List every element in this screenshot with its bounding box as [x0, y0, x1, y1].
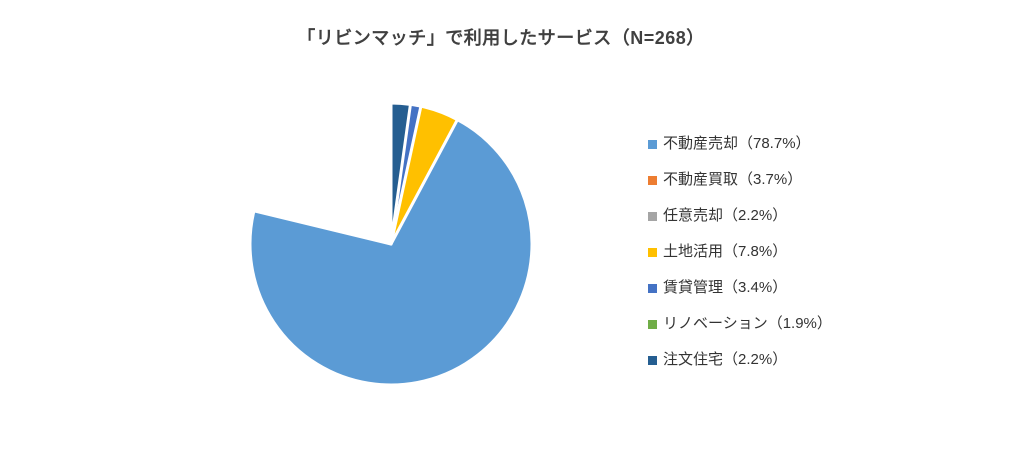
legend-item: 不動産買取（3.7%） — [648, 169, 832, 191]
legend-label: 任意売却（2.2%） — [663, 207, 788, 224]
legend-item: 不動産売却（78.7%） — [648, 133, 832, 155]
legend-label: 不動産売却（78.7%） — [663, 135, 811, 152]
legend-item: リノベーション（1.9%） — [648, 313, 832, 335]
legend-marker-icon — [648, 175, 657, 185]
legend-marker-icon — [648, 139, 657, 149]
legend-label: 賃貸管理（3.4%） — [663, 279, 788, 296]
chart-title: 「リビンマッチ」で利用したサービス（N=268） — [297, 28, 705, 48]
legend-marker-icon — [648, 319, 657, 329]
legend-label: リノベーション（1.9%） — [663, 315, 832, 332]
legend-label: 土地活用（7.8%） — [663, 243, 788, 260]
legend-label: 不動産買取（3.7%） — [663, 171, 803, 188]
legend: 不動産売却（78.7%） 不動産買取（3.7%） 任意売却（2.2%） 土地活用（7.… — [648, 133, 832, 385]
pie-chart-area — [240, 93, 542, 395]
legend-item: 任意売却（2.2%） — [648, 205, 832, 227]
legend-item: 注文住宅（2.2%） — [648, 349, 832, 371]
pie-chart — [248, 101, 534, 387]
legend-marker-icon — [648, 355, 657, 365]
legend-marker-icon — [648, 211, 657, 221]
pie-slice-7 — [389, 101, 412, 246]
legend-marker-icon — [648, 283, 657, 293]
legend-label: 注文住宅（2.2%） — [663, 351, 788, 368]
legend-item: 土地活用（7.8%） — [648, 241, 832, 263]
legend-marker-icon — [648, 247, 657, 257]
legend-item: 賃貸管理（3.4%） — [648, 277, 832, 299]
